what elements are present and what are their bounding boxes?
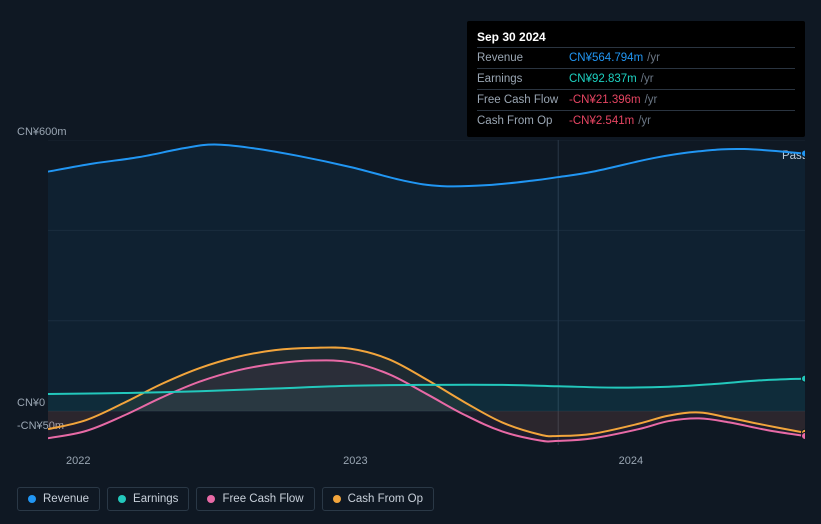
data-tooltip: Sep 30 2024 RevenueCN¥564.794m/yrEarning… — [467, 21, 805, 137]
legend-item[interactable]: Cash From Op — [322, 487, 434, 511]
tooltip-metric-value: CN¥564.794m — [569, 52, 643, 64]
chart-plot — [48, 140, 805, 445]
legend-label: Cash From Op — [348, 493, 423, 505]
tooltip-metric-suffix: /yr — [645, 94, 658, 106]
legend-label: Revenue — [43, 493, 89, 505]
legend-item[interactable]: Free Cash Flow — [196, 487, 314, 511]
y-tick-label: CN¥600m — [17, 126, 67, 138]
tooltip-metric-label: Revenue — [477, 52, 569, 64]
tooltip-row: Free Cash Flow-CN¥21.396m/yr — [477, 89, 795, 110]
tooltip-metric-label: Free Cash Flow — [477, 94, 569, 106]
legend-item[interactable]: Revenue — [17, 487, 100, 511]
legend-swatch-icon — [333, 495, 341, 503]
tooltip-rows: RevenueCN¥564.794m/yrEarningsCN¥92.837m/… — [477, 47, 795, 131]
series-endpoint — [802, 150, 806, 157]
tooltip-row: Cash From Op-CN¥2.541m/yr — [477, 110, 795, 131]
series-endpoint — [802, 375, 806, 382]
tooltip-metric-suffix: /yr — [647, 52, 660, 64]
tooltip-metric-suffix: /yr — [641, 73, 654, 85]
tooltip-row: EarningsCN¥92.837m/yr — [477, 68, 795, 89]
x-tick-label: 2022 — [66, 455, 90, 467]
series-endpoint — [802, 432, 806, 439]
y-tick-label: CN¥0 — [17, 397, 45, 409]
legend-swatch-icon — [118, 495, 126, 503]
legend-label: Earnings — [133, 493, 178, 505]
legend-swatch-icon — [207, 495, 215, 503]
tooltip-metric-suffix: /yr — [638, 115, 651, 127]
x-tick-label: 2023 — [343, 455, 367, 467]
x-tick-label: 2024 — [619, 455, 643, 467]
financials-chart: CN¥600mCN¥0-CN¥50m 202220232024 — [17, 140, 805, 445]
tooltip-metric-value: CN¥92.837m — [569, 73, 637, 85]
legend-label: Free Cash Flow — [222, 493, 303, 505]
tooltip-date: Sep 30 2024 — [477, 27, 795, 47]
chart-legend: Revenue Earnings Free Cash Flow Cash From O… — [17, 487, 434, 511]
legend-swatch-icon — [28, 495, 36, 503]
legend-item[interactable]: Earnings — [107, 487, 189, 511]
tooltip-row: RevenueCN¥564.794m/yr — [477, 47, 795, 68]
tooltip-metric-label: Cash From Op — [477, 115, 569, 127]
tooltip-metric-label: Earnings — [477, 73, 569, 85]
tooltip-metric-value: -CN¥21.396m — [569, 94, 641, 106]
tooltip-metric-value: -CN¥2.541m — [569, 115, 634, 127]
